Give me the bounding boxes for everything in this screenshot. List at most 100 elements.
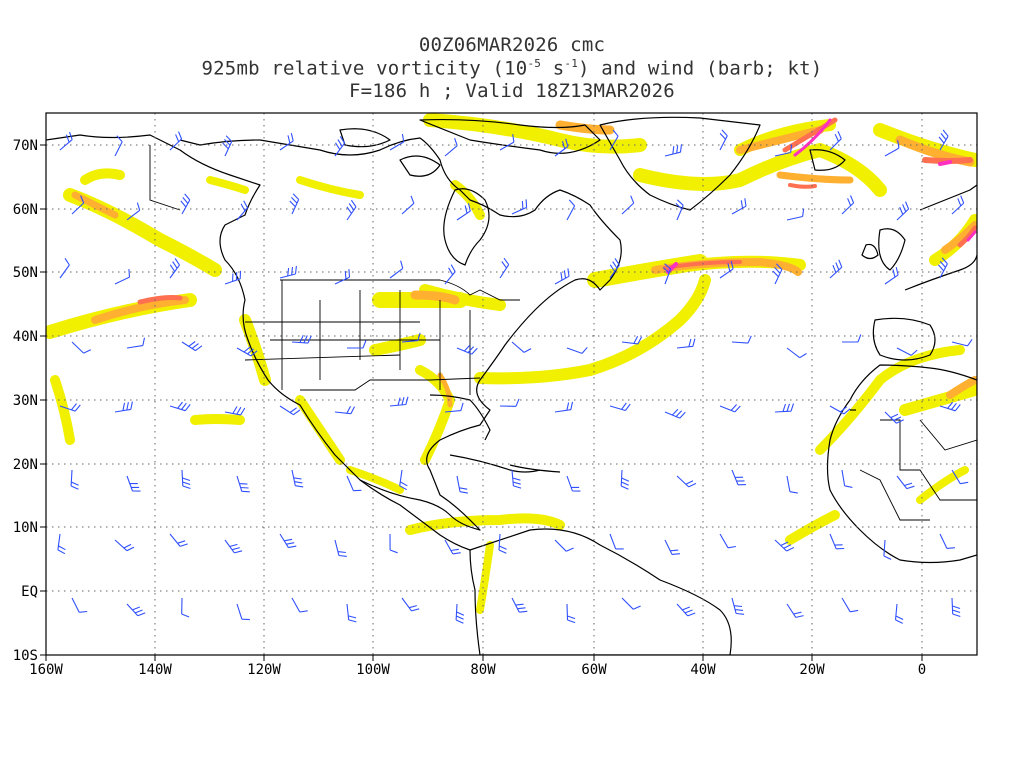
wind-barb [842,334,862,343]
wind-barb [236,475,250,493]
lat-label: EQ [21,584,38,600]
wind-barb [444,264,456,285]
wind-barb [334,136,346,157]
wind-barb [664,144,683,157]
wind-barb [59,131,73,151]
wind-barb [938,129,949,151]
graticule [46,113,977,655]
wind-barb [939,401,961,412]
wind-barb [456,475,468,494]
wind-barb [664,539,681,555]
wind-barb [71,195,85,215]
wind-barb [456,203,471,221]
wind-barb [731,198,747,215]
wind-barb [731,469,747,486]
wind-barb [829,131,842,151]
lat-labels: 70N 60N 50N 40N 30N 20N 10N EQ 10S [13,138,38,664]
wind-barb [951,195,965,215]
wind-barb [511,341,532,353]
lat-label: 40N [13,329,38,345]
wind-barb [609,129,619,151]
wind-barb [289,193,300,215]
wind-barb [114,135,123,157]
wind-barb [334,539,347,557]
wind-barb [498,533,507,554]
wind-barb [236,346,258,357]
political-borders [149,145,977,521]
wind-barb [181,597,190,618]
title-line-1: 00Z06MAR2026 cmc [418,34,606,56]
wind-barb [180,193,191,215]
lon-label: 120W [247,662,281,678]
wind-barb [511,597,528,613]
lon-label: 60W [581,662,607,678]
wind-barb [59,403,81,412]
title-text-b: s [541,57,565,80]
wind-barb [444,402,464,413]
wind-barb [621,597,641,610]
wind-barb [719,129,728,151]
lon-label: 80W [470,662,496,678]
wind-barb [884,411,904,424]
lon-label: 140W [138,662,172,678]
wind-barb [291,469,304,488]
title-line-3: F=186 h ; Valid 18Z13MAR2026 [349,80,675,102]
wind-barb [346,199,357,221]
wind-barb [609,258,620,279]
wind-barb [566,603,576,624]
wind-barb [829,259,843,279]
wind-barb [114,539,135,552]
wind-barb [71,341,92,354]
wind-barb [59,257,70,279]
lat-label: 70N [13,138,38,154]
shade-yellow [46,113,977,614]
plot-frame [45,112,978,656]
wind-barb [444,539,461,555]
lon-label: 20W [799,662,825,678]
lon-label: 100W [356,662,390,678]
wind-barb [224,406,246,416]
wind-barb [114,401,133,413]
wind-barb [937,257,948,279]
wind-barb [719,404,741,413]
wind-barb [334,405,355,415]
wind-barb [236,200,248,221]
lat-label: 20N [13,457,38,473]
wind-barb [389,260,404,279]
wind-barb [951,597,961,618]
wind-barb [883,539,892,560]
wind-barb [347,340,367,349]
wind-barb [57,533,66,555]
wind-barb [126,202,141,221]
wind-barb [444,138,458,157]
wind-barb [841,469,853,488]
wind-barb [554,539,574,552]
title-text-c: ) and wind (barb; kt) [578,57,823,80]
wind-barb [346,475,362,492]
wind-barb [896,347,918,356]
wind-barb [719,533,736,549]
wind-barb [71,597,88,613]
wind-barb [621,336,643,345]
wind-barb [224,270,242,285]
wind-barb [829,405,851,415]
wind-barb [279,533,297,549]
wind-barb [896,201,910,221]
coastlines [46,116,977,655]
vorticity-shading [46,113,977,614]
wind-barb [829,533,845,550]
wind-barb [786,603,804,618]
title-exp-a: -5 [527,57,542,70]
wind-barb [609,402,631,412]
wind-barb [70,469,79,490]
wind-barb [511,199,528,215]
shade-magenta [666,118,977,274]
wind-barb [675,199,684,221]
wind-barb [169,258,180,279]
lon-label: 40W [690,662,716,678]
shade-red [137,117,977,305]
wind-barb [389,396,409,407]
wind-barb [676,338,696,349]
wind-barb [126,475,141,492]
